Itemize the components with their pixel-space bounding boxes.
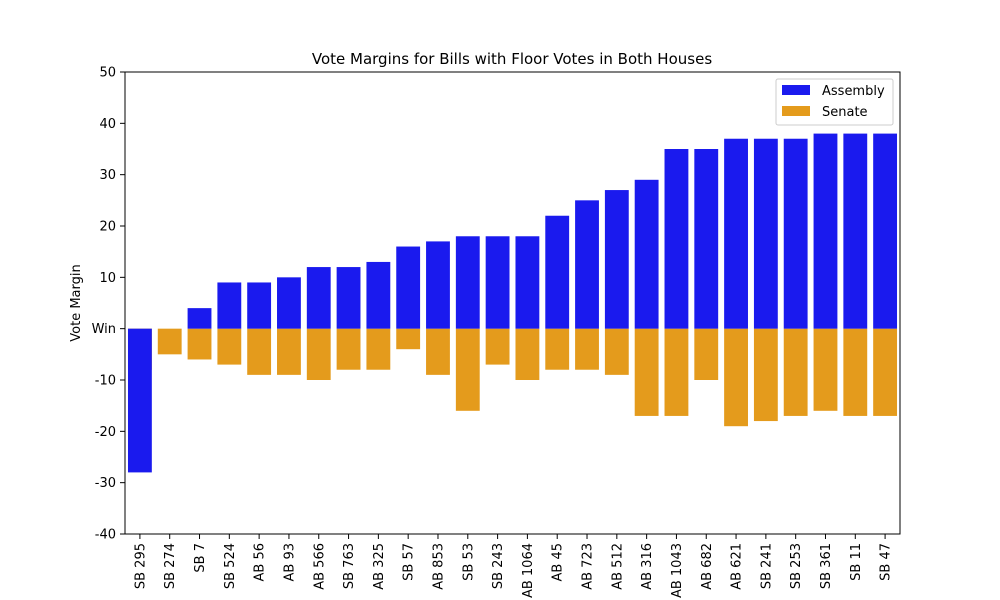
bar-senate-ab-93	[277, 328, 301, 375]
bar-senate-ab-56	[247, 328, 272, 375]
bar-senate-sb-243	[485, 328, 510, 365]
x-tick-label: AB 723	[581, 543, 596, 590]
bar-assembly-sb-7	[187, 308, 212, 329]
bar-assembly-ab-682	[694, 149, 719, 329]
legend-label-assembly: Assembly	[822, 84, 885, 99]
bar-senate-ab-853	[426, 328, 450, 375]
x-axis: SB 295 SB 274 SB 7 SB 524 AB 56 AB 93 AB 566 SB…	[133, 534, 894, 598]
bar-senate-ab-45	[545, 328, 570, 370]
bar-senate-ab-723	[575, 328, 599, 370]
x-tick-label: SB 361	[819, 543, 834, 589]
legend-swatch-senate	[782, 106, 810, 116]
x-tick-label: AB 93	[282, 543, 297, 582]
bar-senate-sb-361	[813, 328, 838, 411]
x-tick-label: SB 274	[163, 543, 178, 589]
bar-assembly-ab-56	[247, 282, 272, 329]
bar-assembly-sb-47	[873, 133, 898, 329]
legend: Assembly Senate	[775, 78, 894, 126]
y-tick-label: -30	[95, 476, 116, 491]
y-tick-label: -40	[95, 528, 116, 543]
x-tick-label: AB 325	[372, 543, 387, 590]
x-tick-label: AB 1064	[521, 543, 536, 598]
bar-assembly-ab-512	[604, 190, 629, 329]
bar-assembly-ab-1064	[515, 236, 540, 329]
plot-frame	[124, 71, 901, 535]
x-tick-label: AB 512	[610, 543, 625, 590]
x-tick-label: SB 241	[759, 543, 774, 589]
bar-senate-ab-682	[694, 328, 719, 380]
y-tick-label: 30	[99, 168, 116, 183]
y-tick-label: 40	[99, 117, 116, 132]
bar-senate-sb-53	[455, 328, 480, 411]
y-tick-label: -10	[95, 374, 116, 389]
bar-assembly-sb-57	[396, 246, 421, 329]
chart-title: Vote Margins for Bills with Floor Votes …	[312, 50, 712, 68]
x-tick-label: SB 243	[491, 543, 506, 589]
bar-assembly-ab-566	[306, 267, 331, 329]
bar-assembly-sb-361	[813, 133, 838, 329]
bar-senate-ab-1064	[515, 328, 540, 380]
bars-layer	[127, 133, 898, 473]
legend-label-senate: Senate	[822, 105, 868, 120]
x-tick-label: AB 56	[253, 543, 268, 582]
bar-assembly-ab-325	[366, 261, 391, 329]
bar-senate-sb-241	[753, 328, 778, 422]
bar-assembly-ab-723	[575, 200, 599, 329]
bar-senate-ab-325	[366, 328, 391, 370]
bar-assembly-ab-316	[634, 179, 659, 329]
x-tick-label: SB 763	[342, 543, 357, 589]
bar-senate-sb-524	[217, 328, 242, 365]
bar-senate-sb-11	[843, 328, 868, 416]
x-tick-label: SB 524	[223, 543, 238, 589]
y-axis-label: Vote Margin	[69, 264, 84, 341]
bar-assembly-ab-621	[724, 138, 748, 329]
bar-senate-ab-316	[634, 328, 659, 416]
bar-senate-ab-1043	[664, 328, 689, 416]
bar-senate-sb-57	[396, 328, 421, 350]
bar-senate-ab-512	[604, 328, 629, 375]
bar-assembly-sb-241	[753, 138, 778, 329]
x-tick-label: SB 53	[461, 543, 476, 581]
x-tick-label: SB 57	[402, 543, 417, 581]
bar-assembly-sb-253	[783, 138, 808, 329]
bar-assembly-ab-1043	[664, 149, 689, 329]
x-tick-label: AB 621	[730, 543, 745, 590]
bar-senate-sb-47	[873, 328, 898, 416]
x-tick-label: AB 566	[312, 543, 327, 590]
bar-senate-sb-253	[783, 328, 808, 416]
bar-assembly-sb-53	[455, 236, 480, 329]
x-tick-label: AB 1043	[670, 543, 685, 598]
bar-assembly-ab-45	[545, 215, 570, 329]
bar-senate-sb-274	[157, 328, 182, 355]
x-tick-label: SB 47	[879, 543, 894, 581]
bar-assembly-sb-524	[217, 282, 242, 329]
bar-assembly-ab-853	[426, 241, 450, 329]
bar-assembly-ab-93	[277, 277, 301, 329]
x-tick-label: SB 7	[193, 543, 208, 573]
legend-swatch-assembly	[782, 85, 810, 95]
bar-senate-sb-763	[336, 328, 361, 370]
x-tick-label: AB 45	[551, 543, 566, 582]
y-tick-label: 50	[99, 66, 116, 81]
x-tick-label: SB 295	[133, 543, 148, 589]
bar-assembly-sb-11	[843, 133, 868, 329]
bar-assembly-sb-763	[336, 267, 361, 329]
x-tick-label: AB 682	[700, 543, 715, 590]
x-tick-label: AB 853	[431, 543, 446, 590]
bar-senate-ab-621	[724, 328, 748, 427]
x-tick-label: SB 11	[849, 543, 864, 581]
y-tick-label: -20	[95, 425, 116, 440]
x-tick-label: AB 316	[640, 543, 655, 590]
x-tick-label: SB 253	[789, 543, 804, 589]
bar-senate-sb-7	[187, 328, 212, 360]
bar-assembly-sb-243	[485, 236, 510, 329]
y-tick-label: 10	[99, 271, 116, 286]
bar-senate-ab-566	[306, 328, 331, 380]
bar-assembly-sb-295	[127, 328, 152, 473]
y-tick-label: 20	[99, 220, 116, 235]
y-tick-label: Win	[92, 322, 116, 337]
y-axis: -40 -30 -20 -10 Win 10 20 30 40 50	[92, 66, 125, 543]
